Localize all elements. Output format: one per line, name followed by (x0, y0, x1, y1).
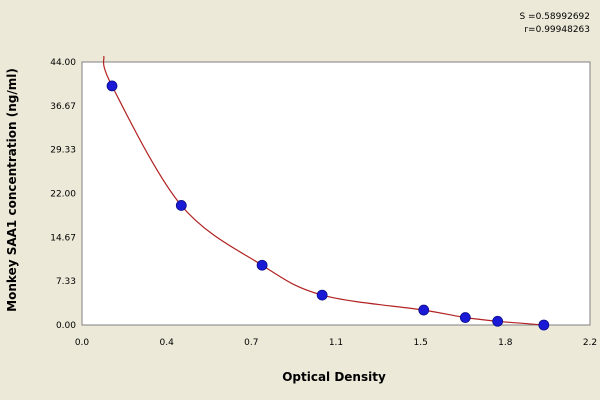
y-tick-label: 14.67 (50, 233, 76, 243)
x-axis-label: Optical Density (282, 370, 386, 384)
data-point (256, 259, 268, 271)
fit-curve (102, 55, 544, 326)
y-tick-label: 0.00 (56, 321, 76, 331)
x-tick-label: 0.0 (75, 338, 90, 348)
x-tick-label: 0.7 (244, 338, 258, 348)
y-axis-label: Monkey SAA1 concentration (ng/ml) (5, 68, 19, 312)
x-tick-label: 2.2 (583, 338, 597, 348)
y-tick-label: 44.00 (50, 58, 76, 68)
data-point (492, 315, 504, 327)
y-tick-label: 7.33 (56, 277, 76, 287)
y-tick-label: 22.00 (50, 190, 76, 200)
x-tick-label: 0.4 (160, 338, 175, 348)
data-point (418, 304, 430, 316)
x-tick-label: 1.5 (414, 338, 428, 348)
data-point (538, 319, 550, 331)
stat-r-value: r=0.99948263 (524, 25, 590, 35)
data-point (316, 289, 328, 301)
plot-area-frame (81, 61, 591, 326)
y-tick-label: 36.67 (50, 102, 76, 112)
data-point (175, 200, 187, 211)
y-tick-label: 29.33 (50, 146, 76, 156)
data-points (106, 80, 550, 331)
axis-layer: 0.0 0.4 0.7 1.1 1.5 1.8 2.2 0.00 7.33 14.67 22.00 2… (50, 58, 597, 348)
x-tick-label: 1.8 (498, 338, 513, 348)
x-tick-label: 1.1 (329, 338, 343, 348)
data-point (106, 80, 118, 92)
stat-s-value: S =0.58992692 (519, 12, 590, 22)
data-point (459, 312, 471, 323)
